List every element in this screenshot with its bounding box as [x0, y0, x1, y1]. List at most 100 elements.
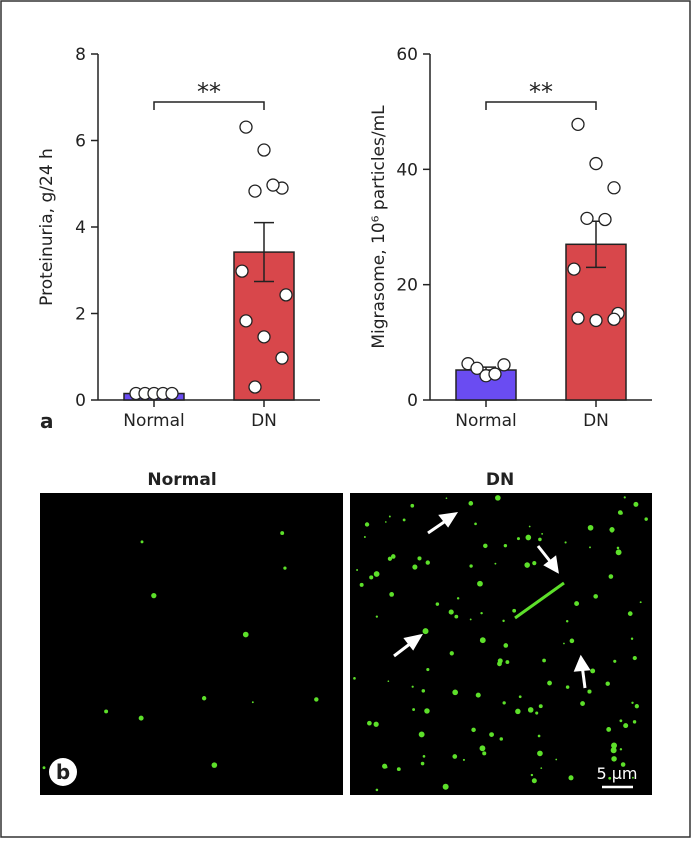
dot	[477, 580, 483, 587]
y-tick-label: 20	[396, 276, 418, 296]
dot	[540, 767, 543, 769]
dot	[527, 707, 534, 713]
data-point	[598, 212, 612, 227]
dot	[140, 540, 144, 544]
y-tick-label: 8	[75, 45, 86, 65]
error-bar	[254, 221, 274, 283]
dot	[421, 689, 426, 693]
data-point	[488, 367, 502, 381]
data-point	[165, 386, 179, 401]
scale-bar-label: 5 µm	[596, 764, 637, 783]
dot	[384, 521, 387, 523]
dot	[538, 704, 543, 709]
dot	[412, 708, 416, 711]
arrows	[393, 512, 591, 689]
dot	[565, 685, 570, 689]
data-point	[567, 262, 581, 276]
significance-bracket	[153, 101, 265, 110]
dot	[538, 537, 542, 542]
micrograph	[40, 493, 343, 795]
dot	[452, 754, 458, 759]
dot	[375, 615, 378, 618]
data-point	[279, 288, 293, 302]
dot	[389, 592, 395, 597]
dot	[489, 732, 494, 738]
dot	[452, 689, 459, 696]
dot	[615, 549, 622, 556]
dot	[537, 750, 543, 757]
data-point	[275, 351, 289, 365]
dot	[606, 727, 612, 732]
y-axis-label: Migrasome, 10⁶ particles/mL	[369, 105, 389, 349]
dot	[483, 543, 488, 549]
dot	[104, 709, 109, 714]
dot	[396, 767, 401, 772]
dot	[469, 564, 473, 568]
y-tick-label: 0	[407, 391, 418, 411]
data-point	[257, 330, 271, 344]
dot	[590, 668, 596, 674]
dot	[367, 720, 372, 726]
significance-bracket	[485, 101, 597, 110]
x-tick-label: Normal	[123, 411, 185, 431]
dot	[242, 631, 249, 638]
dot	[471, 727, 476, 733]
dot	[503, 643, 509, 648]
data-point	[571, 117, 585, 132]
dot	[449, 651, 454, 656]
dot	[479, 745, 486, 752]
dot	[547, 680, 552, 686]
dot	[528, 525, 531, 528]
dot	[482, 751, 487, 756]
dot	[388, 515, 391, 518]
dot	[611, 742, 618, 749]
data-point	[248, 184, 262, 198]
dot	[620, 762, 626, 767]
data-point	[589, 156, 603, 171]
dot	[619, 719, 623, 723]
dot	[373, 571, 380, 577]
dot	[387, 680, 390, 683]
dot	[542, 658, 546, 663]
dot	[632, 655, 637, 661]
dot	[475, 692, 481, 698]
dot	[422, 628, 429, 635]
dot	[563, 642, 565, 645]
dot	[387, 556, 393, 561]
y-tick-label: 6	[75, 132, 86, 152]
fluorescence	[42, 495, 648, 792]
dot	[623, 723, 629, 729]
dot	[364, 522, 370, 527]
y-tick-label: 40	[396, 160, 418, 180]
dot	[617, 510, 623, 515]
dot	[502, 619, 505, 623]
dot	[373, 721, 379, 727]
dot	[411, 685, 414, 688]
dot	[353, 677, 356, 680]
dot	[587, 689, 592, 694]
dot	[605, 681, 610, 686]
dot	[445, 497, 448, 500]
dot	[375, 788, 379, 792]
image-title: DN	[486, 470, 514, 490]
dot	[363, 535, 366, 538]
dot	[412, 564, 418, 570]
y-tick-label: 2	[75, 305, 86, 325]
dot	[418, 731, 425, 738]
data-point	[589, 313, 603, 328]
dot	[630, 637, 634, 640]
data-point	[239, 120, 253, 134]
dot	[425, 560, 430, 565]
dot	[499, 737, 503, 741]
panel-label: a	[40, 409, 54, 433]
dot	[564, 541, 567, 544]
dot	[569, 638, 575, 644]
dot	[369, 575, 374, 580]
dot	[631, 701, 634, 704]
dot	[555, 758, 558, 761]
dot	[454, 614, 459, 619]
dot	[494, 562, 497, 565]
dot	[541, 532, 544, 535]
dot	[251, 701, 254, 704]
